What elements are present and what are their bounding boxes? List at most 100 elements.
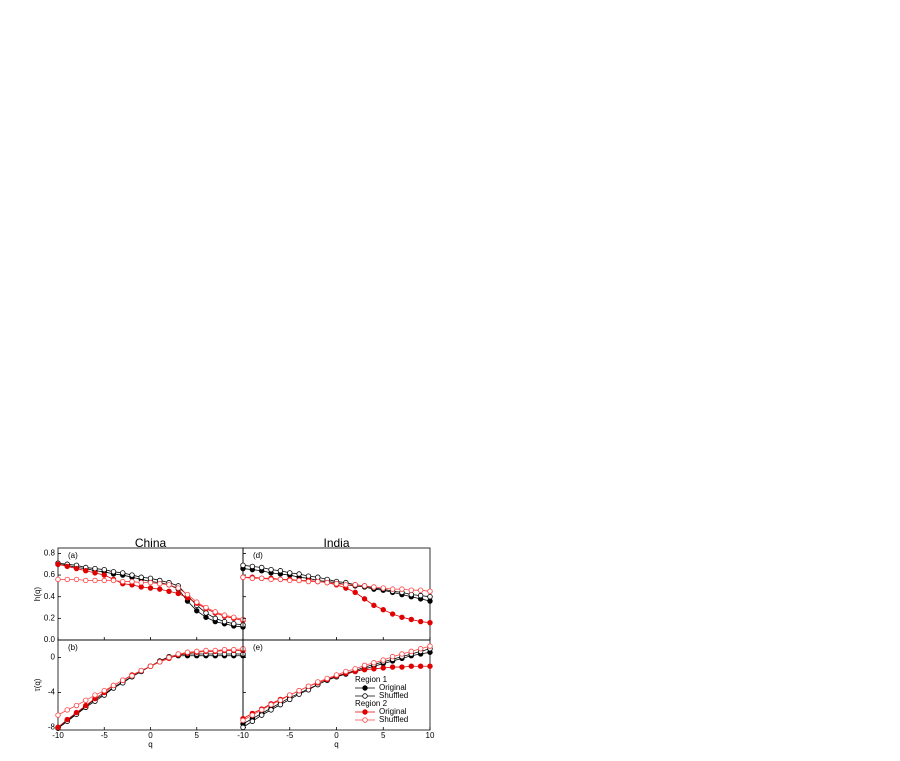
marker [296, 577, 302, 584]
y-tick-label: -4 [48, 688, 56, 697]
legend-label: Shuffled [379, 715, 408, 724]
marker [305, 578, 312, 585]
marker [371, 602, 377, 609]
marker [380, 665, 386, 671]
marker [138, 579, 144, 586]
marker [138, 667, 144, 674]
y-tick-label: 0.4 [44, 592, 56, 601]
marker [221, 618, 228, 625]
marker [408, 616, 414, 623]
marker [399, 614, 405, 620]
x-tick-label: -10 [52, 731, 64, 740]
marker [175, 651, 181, 657]
marker [240, 574, 246, 580]
panel-title: China [135, 536, 167, 550]
marker [362, 685, 368, 691]
y-tick-label: -8 [48, 722, 56, 731]
marker [333, 672, 340, 678]
marker [231, 614, 237, 620]
panel-annotation: (b) [68, 643, 78, 652]
marker [194, 599, 200, 605]
marker [138, 574, 144, 580]
marker [417, 618, 424, 625]
series-line [57, 650, 243, 728]
x-tick-label: 0 [148, 731, 153, 740]
marker [73, 565, 80, 572]
marker [427, 619, 433, 626]
marker [287, 577, 293, 584]
marker [277, 576, 284, 583]
marker [380, 585, 386, 591]
marker [240, 717, 246, 724]
marker [427, 594, 433, 600]
marker [120, 578, 126, 585]
marker [203, 647, 209, 654]
marker [399, 651, 405, 657]
marker [101, 687, 107, 694]
marker [166, 588, 172, 594]
marker [371, 666, 377, 672]
marker [268, 707, 274, 713]
marker [389, 653, 396, 660]
marker [380, 606, 386, 613]
marker [231, 646, 237, 653]
marker [417, 646, 424, 652]
x-tick-label: 5 [195, 731, 200, 740]
marker [371, 584, 377, 590]
marker [110, 682, 117, 689]
marker [64, 576, 70, 583]
y-tick-label: 0.2 [44, 613, 56, 622]
marker [55, 724, 61, 731]
x-tick-label: -5 [286, 731, 294, 740]
y-tick-label: 0.8 [44, 549, 56, 558]
marker [259, 712, 265, 718]
panel-annotation: (e) [253, 643, 263, 652]
marker [147, 575, 154, 582]
marker [73, 702, 80, 709]
marker [343, 582, 349, 588]
x-tick-label: 0 [334, 731, 339, 740]
marker [92, 570, 98, 576]
marker [389, 664, 396, 670]
marker [147, 579, 154, 586]
marker [55, 712, 61, 718]
marker [343, 668, 349, 675]
panel-title: India [323, 536, 349, 550]
marker [110, 577, 117, 584]
marker [101, 572, 107, 578]
marker [64, 707, 70, 713]
marker [389, 586, 396, 592]
marker [175, 590, 181, 597]
marker [240, 562, 246, 569]
marker [83, 568, 89, 574]
marker [417, 592, 424, 599]
marker [287, 570, 293, 576]
series [55, 646, 246, 718]
marker [324, 675, 330, 682]
legend-group: Region 1 [355, 675, 388, 684]
marker [92, 577, 98, 584]
marker [352, 589, 358, 596]
x-tick-label: -5 [101, 731, 109, 740]
marker [427, 588, 433, 594]
marker [55, 561, 61, 567]
marker [362, 709, 368, 715]
marker [55, 576, 61, 583]
marker [287, 696, 293, 703]
marker [175, 585, 181, 591]
marker [305, 573, 312, 579]
marker [92, 565, 98, 572]
marker [361, 596, 368, 602]
x-tick-label: 5 [381, 731, 386, 740]
y-tick-label: 0.0 [44, 635, 56, 644]
marker [324, 579, 330, 586]
marker [305, 683, 312, 690]
marker [212, 647, 218, 654]
marker [417, 587, 424, 593]
marker [194, 608, 200, 614]
marker [120, 570, 126, 576]
marker [408, 663, 414, 669]
marker [427, 643, 433, 649]
marker [389, 611, 396, 617]
